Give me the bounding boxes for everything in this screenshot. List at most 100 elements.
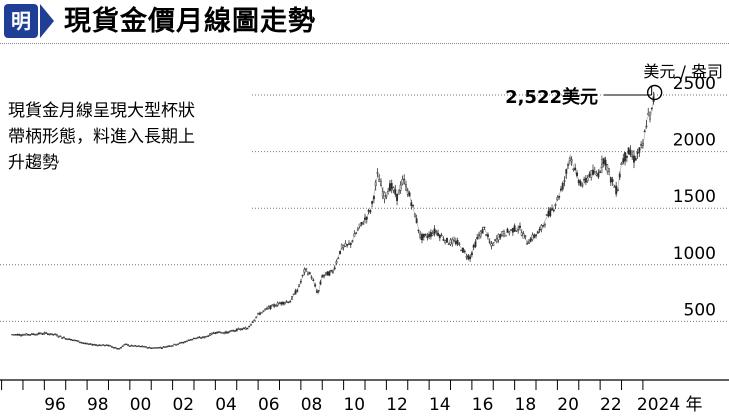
candle-body — [367, 210, 370, 212]
candle-body — [577, 179, 580, 184]
header-divider — [0, 43, 729, 44]
candle-body — [324, 272, 327, 274]
annotation-label: 2,522美元 — [505, 86, 598, 108]
annotation-circle — [646, 84, 663, 101]
candle-body — [346, 244, 349, 246]
candle-body — [283, 302, 286, 304]
candle-body — [460, 249, 463, 252]
candle-body — [572, 168, 575, 171]
candle-body — [171, 345, 174, 347]
candle-body — [287, 301, 290, 304]
candle-body — [169, 345, 172, 347]
x-tick-label: 20 — [557, 395, 579, 415]
y-tick-label: 1500 — [673, 187, 716, 207]
candle-body — [576, 172, 578, 176]
candle-body — [501, 231, 504, 236]
candle-body — [362, 223, 365, 225]
x-tick-label: 08 — [301, 395, 323, 415]
candle-body — [494, 239, 496, 241]
candle-body — [545, 214, 548, 216]
candle-body — [330, 269, 333, 272]
x-tick-label: 96 — [44, 395, 66, 415]
candle-body — [499, 234, 502, 238]
candle-body — [504, 234, 507, 237]
candle-body — [431, 233, 434, 236]
candle-body — [424, 233, 427, 236]
candle-body — [61, 337, 64, 339]
candle-body — [554, 204, 557, 206]
y-axis-unit-label: 美元 / 盎司 — [643, 62, 723, 81]
candle-body — [599, 171, 602, 173]
candle-body — [376, 172, 379, 174]
candle-body — [358, 223, 361, 227]
candle-body — [583, 179, 586, 181]
candle-body — [543, 224, 546, 226]
candle-body — [282, 301, 285, 305]
x-tick-label: 18 — [515, 395, 537, 415]
gridlines — [0, 94, 729, 322]
x-tick-label: 00 — [130, 395, 152, 415]
candle-body — [305, 268, 308, 270]
price-series — [11, 91, 655, 350]
candle-body — [442, 239, 445, 241]
candle-body — [552, 209, 555, 212]
candle-body — [57, 336, 60, 338]
candle-body — [444, 240, 447, 243]
x-tick-label: 22 — [600, 395, 622, 415]
candle-body — [96, 344, 99, 347]
candle-body — [517, 228, 520, 231]
x-tick-label: 2024 年 — [637, 395, 703, 415]
note-line-3: 升趨勢 — [8, 153, 59, 173]
price-annotation: 2,522美元 — [505, 84, 663, 108]
candle-body — [465, 256, 468, 258]
candle-body — [385, 195, 388, 197]
candle-body — [627, 147, 630, 155]
candle-body — [214, 332, 217, 334]
x-tick-label: 98 — [87, 395, 109, 415]
candle-body — [160, 347, 163, 349]
candle-body — [451, 239, 454, 245]
candle-body — [506, 228, 509, 233]
candle-body — [508, 231, 511, 234]
candle-body — [289, 301, 292, 303]
candle-body — [271, 304, 274, 306]
logo-char: 明 — [11, 9, 31, 33]
candle-body — [128, 345, 131, 347]
candle-body — [387, 191, 390, 195]
x-tick-label: 10 — [343, 395, 365, 415]
candle-body — [453, 239, 456, 242]
candle-body — [593, 171, 596, 173]
candle-body — [634, 158, 637, 161]
candle-body — [538, 229, 541, 231]
x-tick-label: 14 — [429, 395, 451, 415]
y-tick-label: 1000 — [673, 244, 716, 264]
x-axis: 96 98 00 02 04 06 08 10 12 14 16 18 20 22 2024 年 — [0, 379, 729, 415]
y-tick-label: 2500 — [673, 74, 716, 94]
note-line-2: 帶柄形態，料進入長期上 — [8, 127, 195, 147]
candle-body — [257, 313, 260, 315]
candle-body — [447, 243, 450, 246]
candle-body — [526, 243, 529, 245]
candle-body — [41, 333, 44, 335]
y-tick-labels: 500 1000 1500 2000 2500 — [673, 74, 716, 320]
x-tick-label: 02 — [172, 395, 194, 415]
x-tick-label: 12 — [386, 395, 408, 415]
candle-body — [348, 243, 350, 245]
price-line — [12, 92, 655, 350]
candle-body — [592, 169, 594, 175]
candle-body — [340, 244, 343, 250]
candle-body — [527, 242, 530, 245]
candle-body — [519, 225, 521, 228]
candle-body — [625, 155, 628, 158]
x-tick-label: 16 — [472, 395, 494, 415]
candle-body — [20, 334, 23, 337]
candle-body — [511, 227, 514, 233]
candle-body — [647, 113, 650, 116]
candle-body — [274, 305, 277, 307]
candle-body — [524, 235, 527, 237]
candle-body — [175, 344, 178, 346]
candle-body — [29, 334, 32, 336]
y-tick-label: 2000 — [673, 131, 716, 151]
annotation-note: 現貨金月線呈現大型杯狀 帶柄形態，料進入長期上 升趨勢 — [8, 98, 258, 176]
